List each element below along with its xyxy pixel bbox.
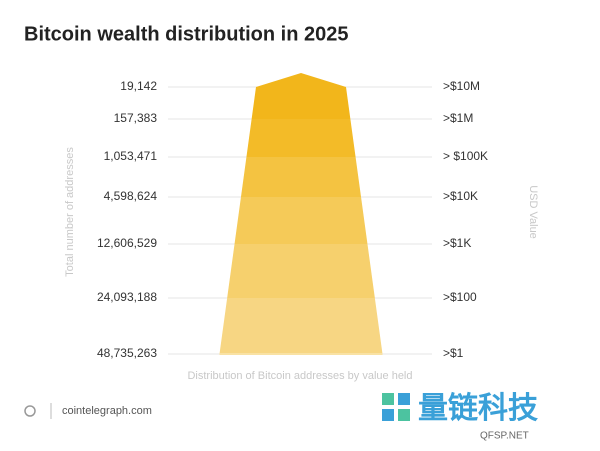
watermark-subtitle: QFSP.NET xyxy=(480,431,529,442)
pyramid-band xyxy=(219,298,383,354)
chart-title: Bitcoin wealth distribution in 2025 xyxy=(24,23,348,45)
value-label: 157,383 xyxy=(114,111,158,125)
value-label: 12,606,529 xyxy=(97,236,157,250)
pyramid-band xyxy=(227,244,375,298)
y2-axis-label: USD Value xyxy=(527,185,539,239)
pyramid-band xyxy=(234,197,368,244)
watermark-title: 量链科技 xyxy=(418,391,538,425)
y-axis-label: Total number of addresses xyxy=(64,147,76,277)
category-label: >$1M xyxy=(443,111,473,125)
value-label: 48,735,263 xyxy=(97,346,157,360)
pyramid-band xyxy=(251,73,351,119)
watermark-icon xyxy=(382,393,410,421)
x-axis-label: Distribution of Bitcoin addresses by val… xyxy=(187,370,412,382)
logo xyxy=(24,403,52,419)
value-label: 4,598,624 xyxy=(104,189,158,203)
source: cointelegraph.com xyxy=(62,405,152,417)
category-label: > $100K xyxy=(443,149,488,163)
category-label: >$1 xyxy=(443,346,464,360)
category-label: >$100 xyxy=(443,290,477,304)
pyramid-band xyxy=(246,119,356,157)
value-label: 1,053,471 xyxy=(104,149,158,163)
category-label: >$1K xyxy=(443,236,471,250)
category-label: >$10K xyxy=(443,189,478,203)
pyramid-band xyxy=(240,157,362,197)
value-label: 24,093,188 xyxy=(97,290,157,304)
category-label: >$10M xyxy=(443,79,480,93)
value-label: 19,142 xyxy=(120,79,157,93)
